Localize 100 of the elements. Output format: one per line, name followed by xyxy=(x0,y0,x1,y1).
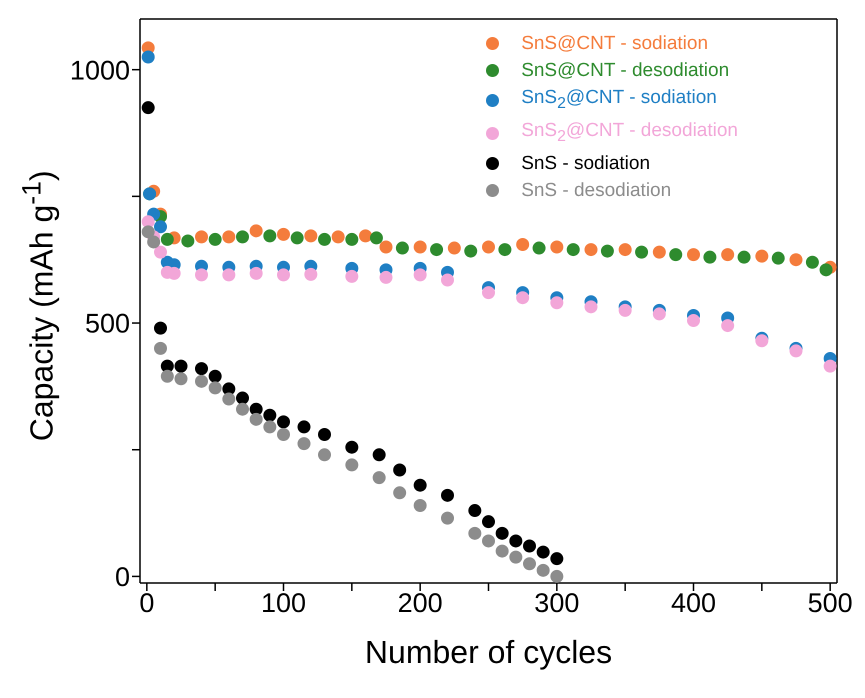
point xyxy=(318,428,331,442)
point xyxy=(250,412,263,426)
legend-label: SnS@CNT - desodiation xyxy=(521,59,730,83)
point xyxy=(464,244,478,258)
point xyxy=(600,244,614,258)
point xyxy=(652,246,666,259)
point xyxy=(277,228,290,241)
point xyxy=(482,240,495,254)
x-tick-label: 0 xyxy=(139,588,154,618)
point xyxy=(222,392,236,406)
point xyxy=(482,286,495,300)
point xyxy=(414,240,427,254)
point xyxy=(208,370,222,383)
point xyxy=(532,242,546,255)
point xyxy=(790,253,802,266)
point xyxy=(208,381,222,394)
point xyxy=(222,268,236,282)
point xyxy=(536,564,550,577)
legend-label: SnS - sodiation xyxy=(521,152,650,176)
point xyxy=(263,229,276,242)
point xyxy=(142,225,155,238)
point xyxy=(250,224,263,238)
point xyxy=(345,440,358,454)
point xyxy=(414,498,427,512)
point xyxy=(236,402,249,416)
legend-label: SnS - desodiation xyxy=(521,178,672,203)
point xyxy=(304,268,318,281)
point xyxy=(738,250,751,264)
point xyxy=(468,504,482,518)
y-tick-label: 0 xyxy=(114,562,130,592)
point xyxy=(263,420,276,434)
point xyxy=(160,370,174,383)
point xyxy=(359,229,372,242)
point xyxy=(154,220,167,234)
x-tick-label: 100 xyxy=(260,588,306,618)
point xyxy=(393,486,406,500)
legend-label: SnS$_{2}$@CNT - sodiation xyxy=(521,86,717,114)
point xyxy=(318,232,331,246)
point xyxy=(820,263,833,276)
x-tick-label: 500 xyxy=(808,588,853,618)
point xyxy=(345,270,358,283)
y-tick-label: 1000 xyxy=(70,55,130,86)
point xyxy=(509,534,522,548)
point xyxy=(195,230,208,244)
point xyxy=(174,360,188,373)
point xyxy=(509,550,522,564)
point xyxy=(703,250,716,264)
point xyxy=(318,448,331,462)
point xyxy=(298,437,310,450)
point xyxy=(584,243,598,256)
point xyxy=(550,570,564,583)
point xyxy=(250,266,263,280)
x-axis-title: Number of cycles xyxy=(364,634,612,670)
point xyxy=(468,526,482,540)
point xyxy=(721,248,734,262)
point xyxy=(687,314,700,328)
point xyxy=(236,392,249,405)
point xyxy=(652,307,666,320)
point xyxy=(721,319,734,332)
point xyxy=(824,360,837,373)
point xyxy=(755,250,768,263)
point xyxy=(584,300,598,314)
point xyxy=(160,232,174,246)
point xyxy=(277,428,290,442)
point xyxy=(496,544,509,558)
x-tick-label: 300 xyxy=(534,588,580,618)
point xyxy=(142,101,155,114)
point xyxy=(396,242,409,255)
legend-label: SnS@CNT - sodiation xyxy=(521,32,708,56)
point xyxy=(669,248,682,262)
point xyxy=(147,235,160,248)
legend-label: SnS$_{2}$@CNT - desodiation xyxy=(521,118,738,147)
point xyxy=(441,488,454,502)
point xyxy=(263,408,276,422)
point xyxy=(372,448,386,462)
point xyxy=(174,372,188,386)
point xyxy=(222,230,236,244)
point xyxy=(498,243,512,256)
x-tick-label: 400 xyxy=(670,588,716,618)
point xyxy=(370,231,383,244)
point xyxy=(618,243,632,256)
point xyxy=(772,252,785,265)
point xyxy=(441,273,454,286)
point xyxy=(142,50,155,64)
point xyxy=(345,458,358,472)
point xyxy=(195,374,208,388)
point xyxy=(393,463,406,476)
point xyxy=(298,420,310,434)
point xyxy=(516,291,530,304)
point xyxy=(154,246,167,259)
point xyxy=(687,248,700,262)
point xyxy=(523,557,536,570)
point xyxy=(154,322,167,335)
point xyxy=(441,512,454,525)
point xyxy=(181,234,194,248)
point xyxy=(414,268,427,282)
point xyxy=(482,534,495,548)
point xyxy=(154,342,167,355)
point xyxy=(516,238,530,251)
point xyxy=(550,296,564,310)
